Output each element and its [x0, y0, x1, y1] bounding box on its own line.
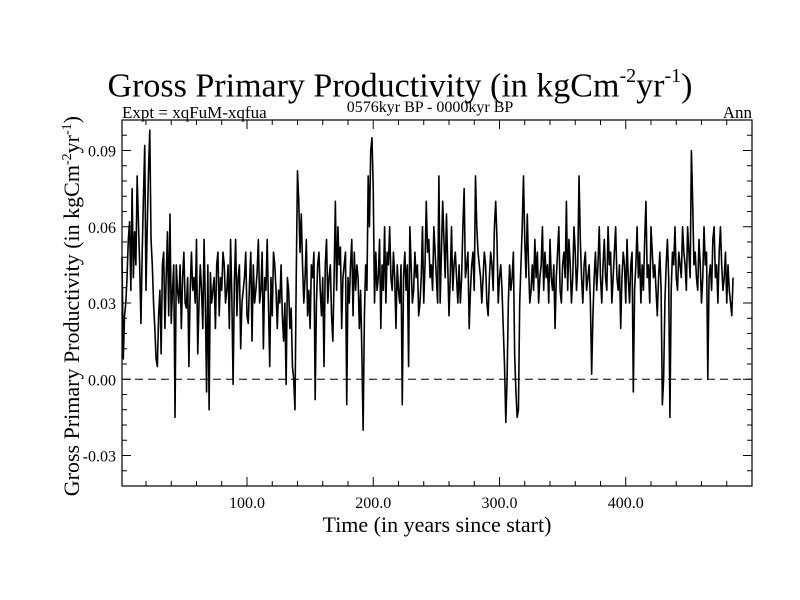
x-tick-label: 400.0: [608, 495, 644, 512]
y-axis-label: Gross Primary Productivity (in kgCm-2yr-…: [55, 106, 85, 506]
ylabel-mid: yr: [59, 135, 85, 154]
title-text: Gross Primary Productivity (in kgCm: [107, 67, 620, 105]
title-end: ): [681, 67, 693, 105]
ylabel-sup-2: -1: [59, 123, 75, 136]
season-label: Ann: [722, 103, 752, 122]
gpp-series-line: [121, 129, 734, 431]
y-tick-label: 0.06: [88, 220, 116, 237]
x-tick-label: 200.0: [355, 495, 391, 512]
y-tick-label: 0.00: [88, 372, 116, 389]
ylabel-text: Gross Primary Productivity (in kgCm: [59, 165, 85, 497]
chart-title: Gross Primary Productivity (in kgCm-2yr-…: [0, 58, 800, 106]
period-label: 0576kyr BP - 0000kyr BP: [346, 99, 514, 116]
title-mid: yr: [636, 67, 665, 105]
x-axis-label: Time (in years since start): [322, 512, 552, 537]
ylabel-sup-1: -2: [59, 153, 75, 166]
experiment-label: Expt = xqFuM-xqfua: [122, 103, 267, 122]
y-tick-label: -0.03: [83, 449, 116, 466]
y-tick-label: 0.03: [88, 296, 116, 313]
title-sup-2: -1: [664, 65, 682, 87]
x-tick-label: 100.0: [229, 495, 265, 512]
x-tick-label: 300.0: [481, 495, 517, 512]
ylabel-end: ): [59, 116, 85, 124]
plot-frame: [121, 119, 753, 487]
title-sup-1: -2: [619, 65, 637, 87]
y-tick-label: 0.09: [88, 144, 116, 161]
